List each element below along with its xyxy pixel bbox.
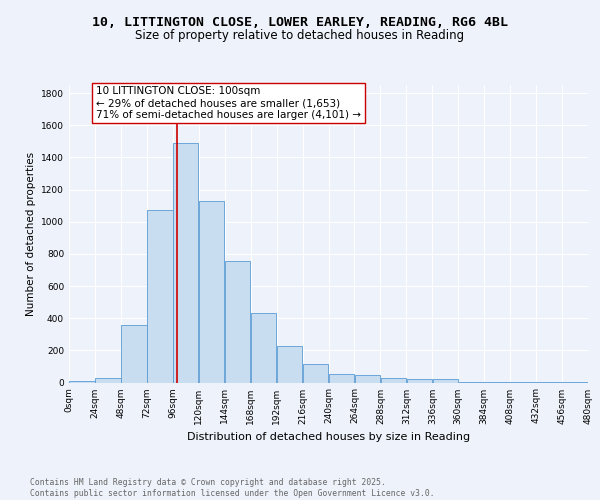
X-axis label: Distribution of detached houses by size in Reading: Distribution of detached houses by size … [187, 432, 470, 442]
Bar [380, 378, 406, 382]
Text: 10, LITTINGTON CLOSE, LOWER EARLEY, READING, RG6 4BL: 10, LITTINGTON CLOSE, LOWER EARLEY, READ… [92, 16, 508, 29]
Bar [303, 364, 328, 382]
Bar [407, 380, 432, 382]
Bar [251, 312, 277, 382]
Bar [173, 143, 199, 382]
Bar [329, 374, 354, 382]
Text: 10 LITTINGTON CLOSE: 100sqm
← 29% of detached houses are smaller (1,653)
71% of : 10 LITTINGTON CLOSE: 100sqm ← 29% of det… [96, 86, 361, 120]
Bar [147, 210, 173, 382]
Bar [433, 380, 458, 382]
Bar [69, 381, 95, 382]
Bar [95, 378, 121, 382]
Bar [355, 376, 380, 382]
Bar [277, 346, 302, 382]
Bar [121, 326, 146, 382]
Bar [199, 201, 224, 382]
Text: Size of property relative to detached houses in Reading: Size of property relative to detached ho… [136, 28, 464, 42]
Text: Contains HM Land Registry data © Crown copyright and database right 2025.
Contai: Contains HM Land Registry data © Crown c… [30, 478, 434, 498]
Y-axis label: Number of detached properties: Number of detached properties [26, 152, 35, 316]
Bar [225, 261, 250, 382]
